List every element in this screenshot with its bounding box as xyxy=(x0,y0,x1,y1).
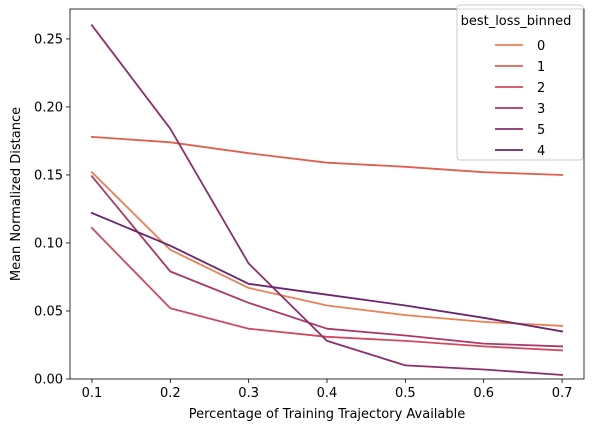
y-tick-label: 0.15 xyxy=(34,168,63,183)
x-tick-label: 0.7 xyxy=(552,386,573,401)
legend: best_loss_binned 0 1 2 3 5 4 xyxy=(456,4,584,161)
y-tick-label: 0.00 xyxy=(34,373,63,388)
legend-label-3: 3 xyxy=(537,102,545,117)
legend-items: 0 1 2 3 5 4 xyxy=(495,39,545,159)
series-line-2 xyxy=(90,226,564,352)
x-tick-label: 0.6 xyxy=(473,386,494,401)
y-tick-label: 0.05 xyxy=(34,304,63,319)
series-line-4 xyxy=(90,211,564,333)
series-line-5 xyxy=(90,24,564,376)
y-tick-label: 0.20 xyxy=(34,100,63,115)
legend-label-2: 2 xyxy=(537,81,545,96)
series-line-0 xyxy=(90,170,564,327)
legend-label-1: 1 xyxy=(537,60,545,75)
x-tick-label: 0.1 xyxy=(82,386,103,401)
legend-label-4: 4 xyxy=(537,144,545,159)
legend-box xyxy=(456,4,584,161)
legend-title: best_loss_binned xyxy=(461,14,572,29)
x-tick-label: 0.5 xyxy=(395,386,416,401)
y-tick-label: 0.25 xyxy=(34,32,63,47)
series-line-1 xyxy=(90,135,564,176)
x-axis-label: Percentage of Training Trajectory Availa… xyxy=(189,407,466,422)
legend-label-5: 5 xyxy=(537,123,545,138)
y-axis-label: Mean Normalized Distance xyxy=(9,107,24,281)
series-layer xyxy=(90,24,564,376)
legend-label-0: 0 xyxy=(537,39,545,54)
y-tick-label: 0.10 xyxy=(34,236,63,251)
axes-layer: 0.1 0.2 0.3 0.4 0.5 0.6 0.7 0.00 0.05 0.10 0.15 0.2… xyxy=(34,8,585,401)
x-tick-label: 0.4 xyxy=(317,386,338,401)
series-line-3 xyxy=(90,175,564,348)
x-tick-label: 0.3 xyxy=(238,386,259,401)
x-tick-label: 0.2 xyxy=(160,386,181,401)
